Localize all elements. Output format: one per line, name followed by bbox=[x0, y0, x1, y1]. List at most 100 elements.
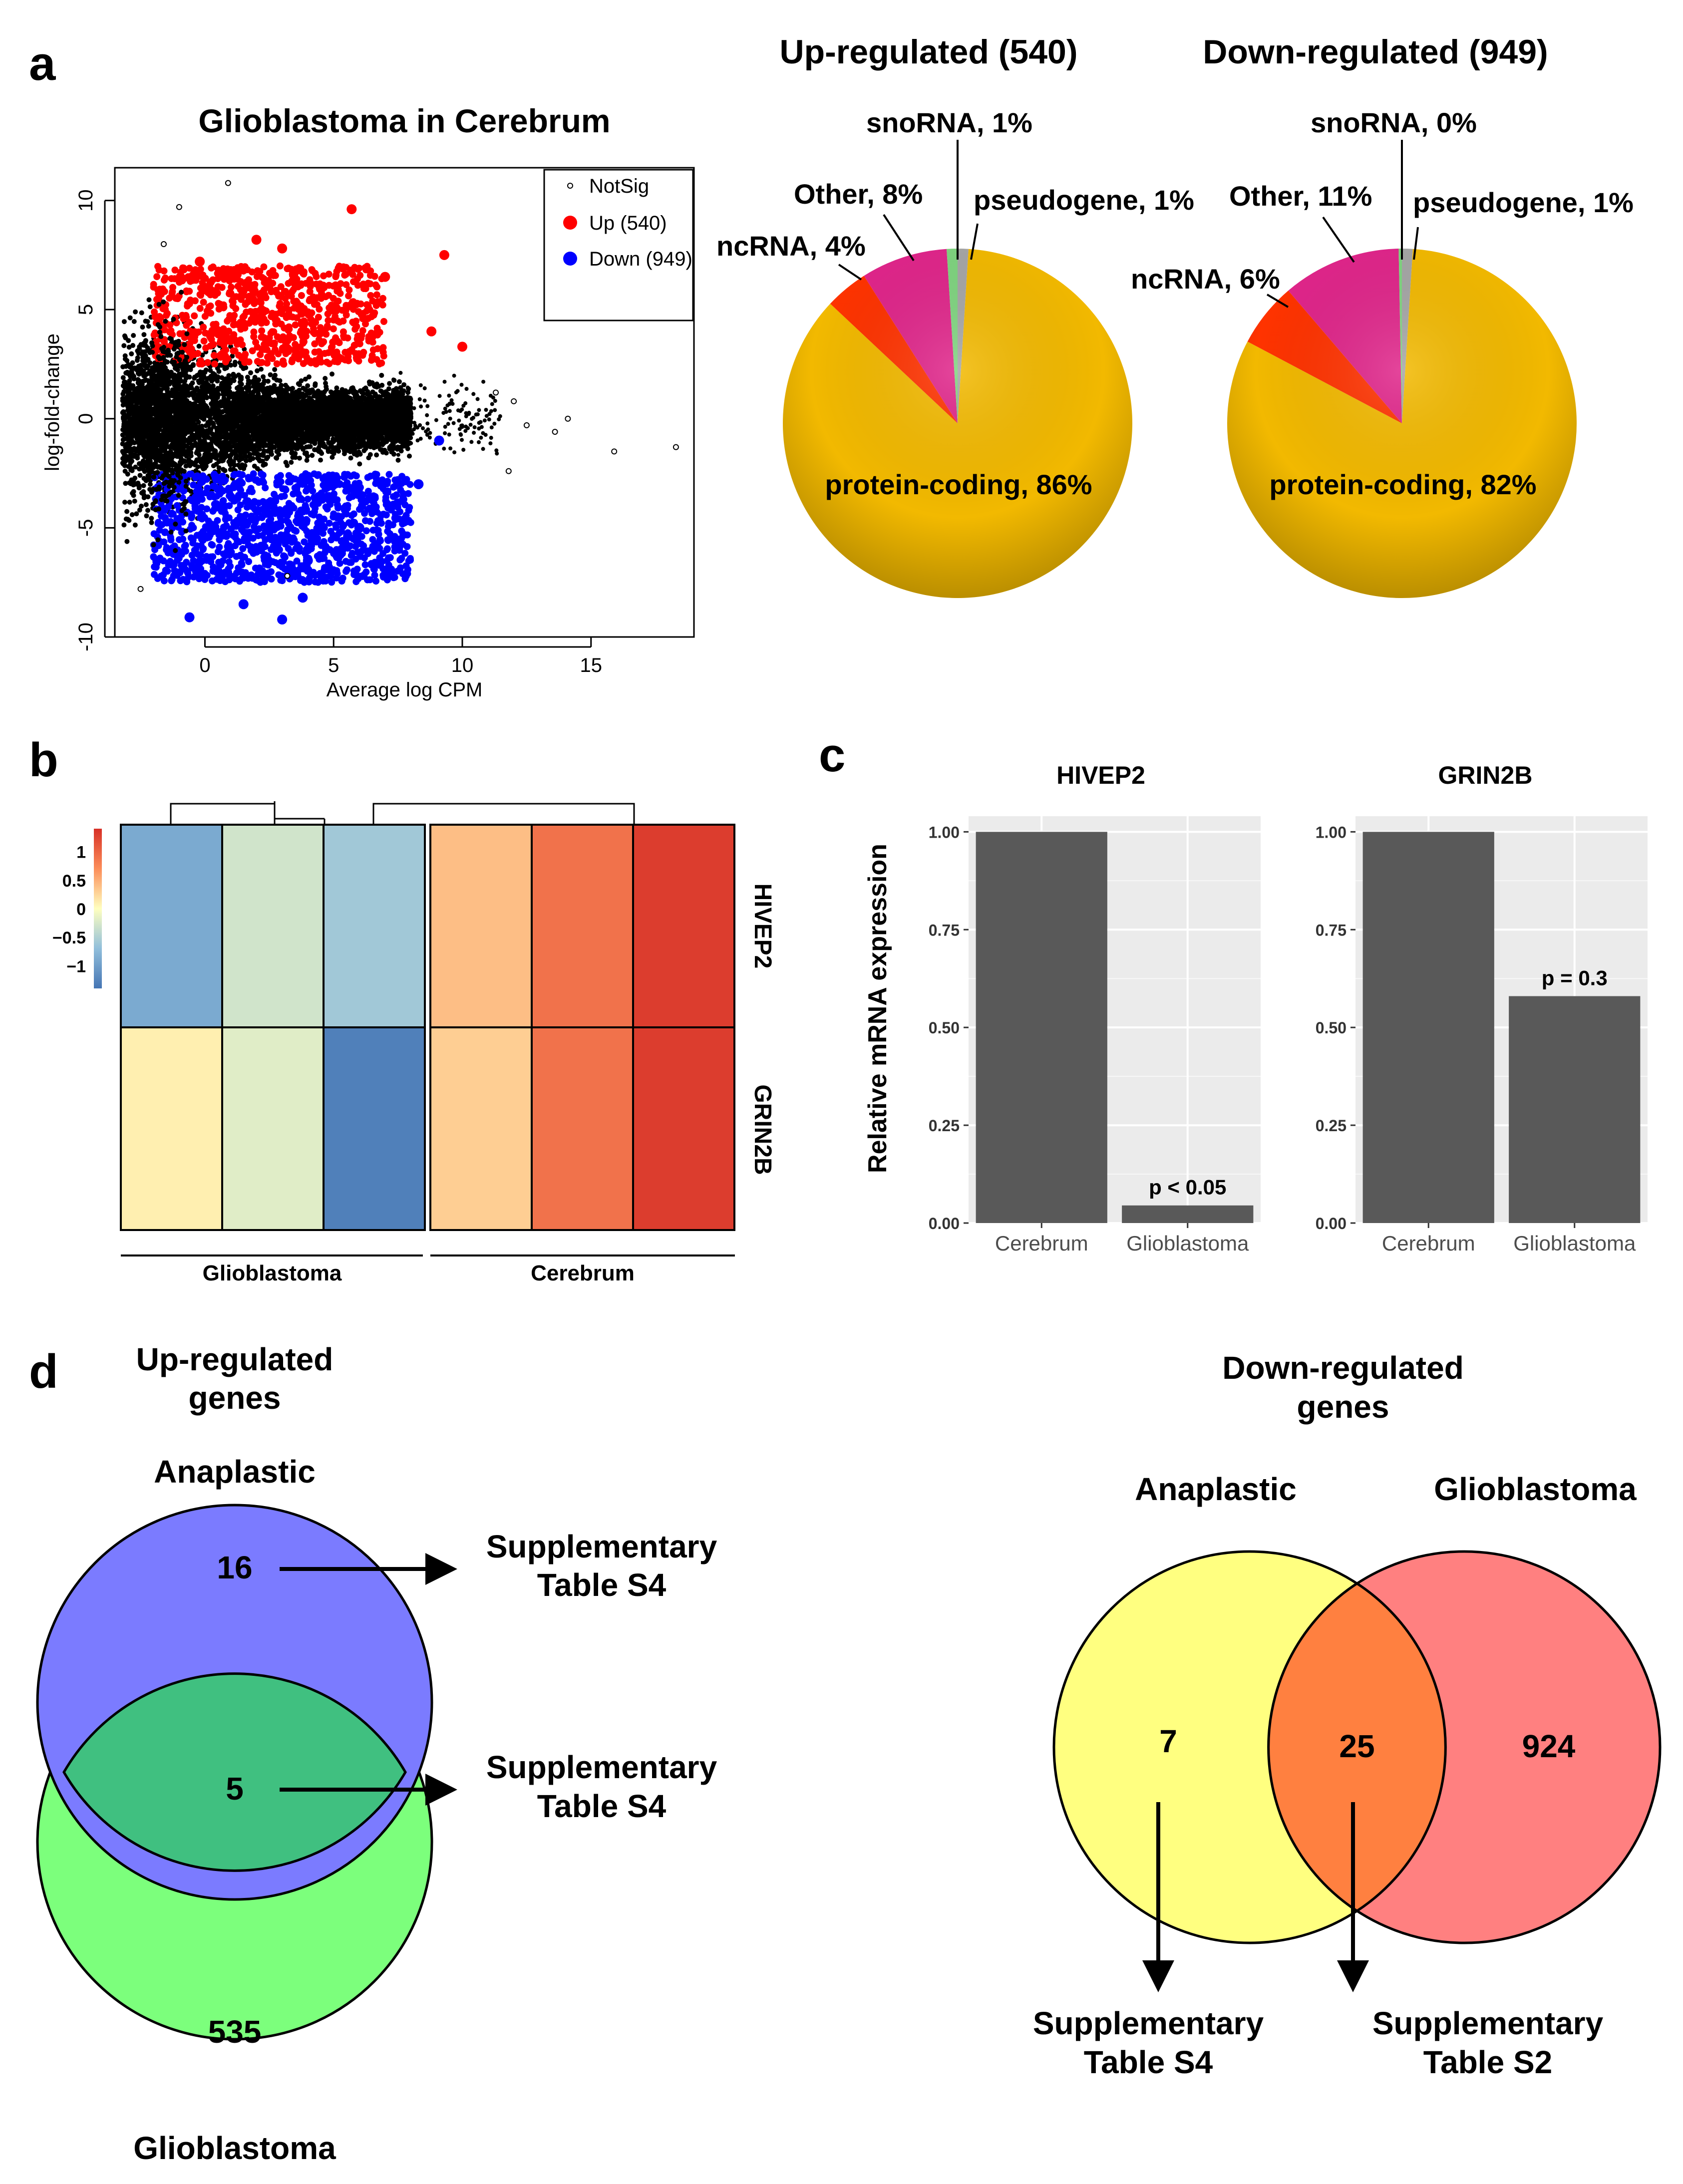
cloud-dot bbox=[261, 410, 267, 416]
cloud-dot bbox=[212, 452, 217, 457]
cloud-dot bbox=[352, 425, 358, 430]
cloud-dot bbox=[333, 432, 337, 437]
cloud-dot bbox=[395, 457, 401, 463]
cloud-dot bbox=[146, 323, 151, 329]
cloud-dot bbox=[350, 439, 356, 444]
cloud-dot bbox=[297, 437, 303, 443]
cloud-dot bbox=[272, 389, 277, 394]
cloud-dot bbox=[267, 445, 273, 450]
cloud-dot bbox=[300, 412, 306, 418]
cloud-dot bbox=[247, 434, 252, 439]
cloud-dot bbox=[196, 343, 202, 349]
cloud-dot bbox=[220, 409, 225, 415]
cloud-dot bbox=[374, 452, 379, 458]
cloud-dot bbox=[190, 443, 195, 448]
cloud-dot bbox=[262, 378, 267, 384]
cloud-dot bbox=[323, 376, 328, 381]
cloud-dot bbox=[225, 453, 230, 458]
scatter-point-cloud bbox=[120, 262, 502, 586]
cloud-dot bbox=[236, 405, 241, 411]
cloud-dot bbox=[200, 380, 205, 385]
cloud-dot bbox=[334, 385, 339, 391]
cloud-dot bbox=[216, 432, 222, 437]
cloud-dot bbox=[131, 333, 136, 338]
cloud-dot bbox=[366, 379, 372, 385]
cloud-dot bbox=[396, 379, 402, 384]
cloud-dot bbox=[288, 440, 294, 445]
cloud-dot bbox=[244, 395, 250, 400]
cloud-dot bbox=[272, 445, 277, 450]
cloud-dot bbox=[210, 377, 215, 383]
cloud-dot bbox=[194, 450, 199, 456]
cloud-dot bbox=[207, 384, 213, 389]
cloud-dot bbox=[379, 447, 384, 453]
cloud-dot bbox=[226, 405, 231, 411]
cloud-dot bbox=[290, 404, 296, 409]
cloud-dot bbox=[398, 448, 404, 454]
cloud-dot bbox=[297, 455, 302, 461]
cloud-dot bbox=[200, 384, 205, 390]
cloud-dot bbox=[293, 451, 298, 456]
cloud-dot bbox=[272, 367, 278, 372]
cloud-dot bbox=[327, 440, 332, 445]
cloud-dot bbox=[149, 520, 154, 525]
cloud-dot bbox=[302, 439, 308, 444]
cloud-dot bbox=[133, 464, 138, 470]
cloud-dot bbox=[297, 382, 302, 387]
cloud-dot bbox=[336, 445, 341, 450]
cloud-dot bbox=[285, 463, 290, 468]
cloud-dot bbox=[175, 367, 180, 372]
cloud-dot bbox=[366, 455, 371, 461]
cloud-dot bbox=[193, 396, 199, 402]
cloud-dot bbox=[214, 376, 220, 382]
cloud-dot bbox=[405, 446, 410, 451]
cloud-dot bbox=[242, 404, 248, 409]
cloud-dot bbox=[363, 441, 368, 447]
cloud-dot bbox=[317, 395, 322, 401]
cloud-dot bbox=[194, 431, 200, 437]
cloud-dot bbox=[192, 425, 197, 430]
cloud-dot bbox=[407, 453, 412, 459]
cloud-dot bbox=[141, 332, 147, 337]
cloud-dot bbox=[196, 378, 201, 384]
cloud-dot bbox=[267, 441, 273, 446]
cloud-dot bbox=[232, 450, 237, 456]
cloud-dot bbox=[363, 421, 369, 427]
cloud-dot bbox=[252, 376, 258, 381]
cloud-dot bbox=[386, 392, 391, 398]
cloud-dot bbox=[305, 383, 311, 388]
cloud-dot bbox=[190, 380, 195, 386]
cloud-dot bbox=[255, 368, 260, 373]
cloud-dot bbox=[225, 400, 230, 405]
cloud-dot bbox=[388, 432, 393, 438]
cloud-dot bbox=[255, 396, 261, 402]
panel-label-d: d bbox=[29, 1345, 58, 1398]
cloud-dot bbox=[295, 446, 300, 451]
cloud-dot bbox=[273, 372, 278, 378]
panel-label-b: b bbox=[29, 733, 58, 787]
cloud-dot bbox=[270, 435, 276, 440]
cloud-dot bbox=[331, 451, 337, 456]
cloud-dot bbox=[401, 382, 407, 387]
cloud-dot bbox=[289, 460, 294, 465]
cloud-dot bbox=[345, 402, 351, 407]
cloud-dot bbox=[145, 494, 151, 500]
cloud-dot bbox=[288, 393, 293, 398]
cloud-dot bbox=[351, 433, 356, 438]
cloud-dot bbox=[210, 399, 216, 404]
cloud-dot bbox=[282, 388, 287, 393]
cloud-dot bbox=[316, 449, 322, 454]
cloud-dot bbox=[265, 378, 271, 384]
cloud-dot bbox=[131, 489, 136, 494]
cloud-dot bbox=[303, 376, 308, 382]
cloud-dot bbox=[244, 454, 249, 459]
cloud-dot bbox=[272, 383, 277, 388]
cloud-dot bbox=[405, 390, 411, 395]
cloud-dot bbox=[236, 372, 241, 378]
cloud-dot bbox=[259, 452, 264, 458]
cloud-dot bbox=[149, 516, 154, 521]
cloud-dot bbox=[341, 448, 347, 453]
cloud-dot bbox=[310, 453, 315, 458]
cloud-dot bbox=[307, 395, 312, 401]
cloud-dot bbox=[355, 432, 361, 437]
